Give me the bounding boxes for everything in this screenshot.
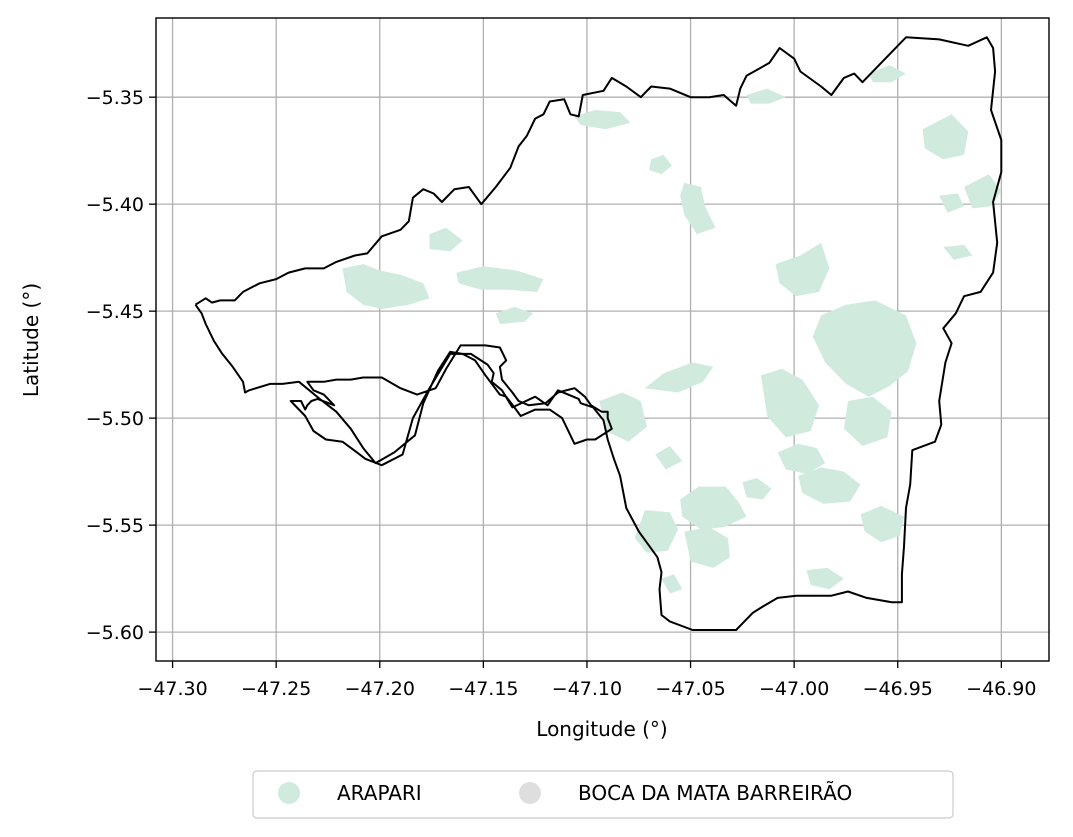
x-tick-label: −47.05 bbox=[655, 678, 725, 700]
region-patch-arapari bbox=[869, 65, 906, 82]
x-tick-label: −47.15 bbox=[448, 678, 518, 700]
region-patch-arapari bbox=[761, 369, 819, 438]
region-patches bbox=[343, 65, 1002, 594]
y-axis-ticks: −5.35 −5.40 −5.45 −5.50 −5.55 −5.60 bbox=[86, 87, 156, 644]
y-tick-label: −5.45 bbox=[86, 301, 144, 323]
y-tick-label: −5.55 bbox=[86, 515, 144, 537]
region-patch-arapari bbox=[343, 264, 430, 309]
x-tick-label: −47.20 bbox=[345, 678, 415, 700]
region-patch-arapari bbox=[742, 478, 771, 499]
y-tick-label: −5.60 bbox=[86, 622, 144, 644]
region-patch-arapari bbox=[844, 397, 892, 446]
region-patch-arapari bbox=[923, 114, 969, 159]
region-patch-arapari bbox=[456, 266, 543, 292]
region-patch-arapari bbox=[776, 243, 830, 297]
y-axis-title: Latitude (°) bbox=[19, 283, 43, 397]
x-tick-label: −47.10 bbox=[552, 678, 622, 700]
region-patch-arapari bbox=[662, 574, 683, 593]
legend-label-arapari: ARAPARI bbox=[337, 781, 422, 805]
region-patch-arapari bbox=[635, 510, 679, 553]
region-patch-arapari bbox=[798, 467, 860, 503]
region-patch-arapari bbox=[655, 446, 682, 470]
y-tick-label: −5.40 bbox=[86, 194, 144, 216]
x-tick-label: −46.90 bbox=[966, 678, 1036, 700]
region-patch-arapari bbox=[496, 307, 533, 324]
legend-label-boca-da-mata-barreirao: BOCA DA MATA BARREIRÃO bbox=[578, 781, 852, 805]
region-patch-arapari bbox=[645, 363, 713, 393]
x-tick-label: −47.30 bbox=[137, 678, 207, 700]
y-tick-label: −5.50 bbox=[86, 408, 144, 430]
region-patch-arapari bbox=[939, 194, 964, 213]
region-patch-arapari bbox=[430, 228, 463, 252]
y-tick-label: −5.35 bbox=[86, 87, 144, 109]
legend-marker-arapari bbox=[278, 782, 300, 804]
x-tick-label: −47.25 bbox=[241, 678, 311, 700]
region-patch-arapari bbox=[649, 155, 672, 174]
region-patch-arapari bbox=[813, 300, 917, 396]
legend: ARAPARI BOCA DA MATA BARREIRÃO bbox=[253, 771, 953, 818]
x-axis-title: Longitude (°) bbox=[536, 717, 667, 741]
region-patch-arapari bbox=[807, 568, 844, 589]
region-patch-arapari bbox=[680, 183, 715, 234]
legend-marker-boca-da-mata-barreirao bbox=[519, 782, 541, 804]
x-tick-label: −46.95 bbox=[863, 678, 933, 700]
region-patch-arapari bbox=[747, 89, 786, 104]
region-patch-arapari bbox=[943, 245, 972, 260]
x-axis-ticks: −47.30 −47.25 −47.20 −47.15 −47.10 −47.05 −47.… bbox=[137, 661, 1036, 700]
x-tick-label: −47.00 bbox=[759, 678, 829, 700]
region-patch-arapari bbox=[575, 110, 631, 129]
